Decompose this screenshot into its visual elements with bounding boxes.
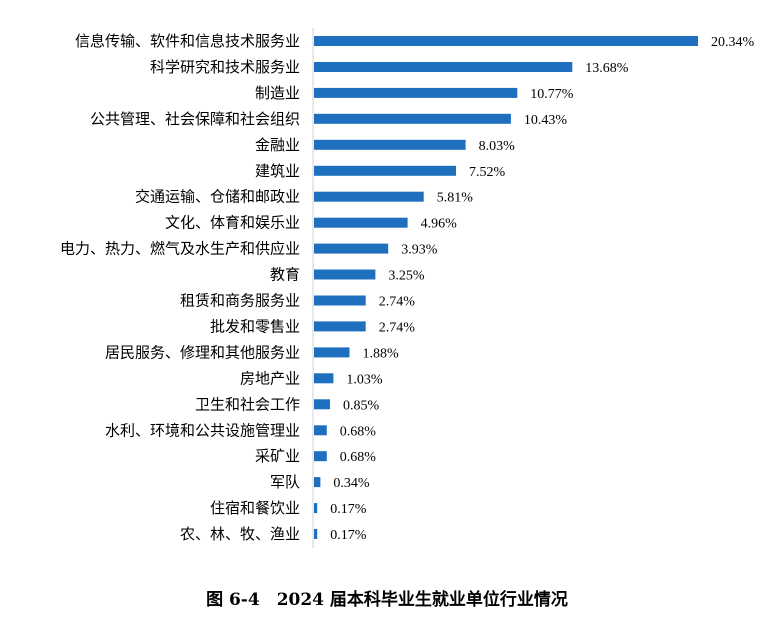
bar-chart: 信息传输、软件和信息技术服务业科学研究和技术服务业制造业公共管理、社会保障和社会… bbox=[60, 28, 755, 548]
bar bbox=[314, 425, 327, 436]
value-label: 3.93% bbox=[401, 243, 438, 258]
value-label: 10.43% bbox=[524, 113, 568, 128]
bar bbox=[314, 347, 350, 358]
bar bbox=[314, 113, 511, 124]
category-label: 军队 bbox=[270, 473, 300, 491]
bar bbox=[314, 477, 321, 488]
category-label: 电力、热力、燃气及水生产和供应业 bbox=[60, 240, 300, 258]
category-label: 公共管理、社会保障和社会组织 bbox=[90, 110, 300, 128]
value-label: 1.03% bbox=[346, 372, 383, 387]
bar bbox=[314, 295, 366, 306]
value-label: 1.88% bbox=[363, 346, 400, 361]
value-label: 4.96% bbox=[421, 217, 458, 232]
bar bbox=[314, 217, 408, 228]
value-label: 0.68% bbox=[340, 424, 377, 439]
bar bbox=[314, 321, 366, 332]
category-labels-group: 信息传输、软件和信息技术服务业科学研究和技术服务业制造业公共管理、社会保障和社会… bbox=[60, 32, 300, 543]
category-label: 信息传输、软件和信息技术服务业 bbox=[75, 32, 300, 50]
value-label: 7.52% bbox=[469, 165, 506, 180]
value-labels-group: 20.34% 13.68% 10.77% 10.43% 8.03% 7.52% 5.81% 4… bbox=[330, 35, 754, 543]
bar bbox=[314, 269, 376, 280]
bar bbox=[314, 36, 698, 46]
value-label: 5.81% bbox=[437, 191, 474, 206]
value-label: 20.34% bbox=[711, 35, 755, 50]
value-label: 0.68% bbox=[340, 450, 377, 465]
category-label: 农、林、牧、渔业 bbox=[180, 525, 300, 543]
bar bbox=[314, 62, 573, 72]
category-label: 科学研究和技术服务业 bbox=[150, 58, 300, 76]
category-label: 金融业 bbox=[255, 136, 300, 154]
category-label: 房地产业 bbox=[240, 369, 300, 387]
bar bbox=[314, 399, 330, 410]
bars-group bbox=[314, 36, 698, 539]
bar bbox=[314, 243, 389, 254]
value-label: 13.68% bbox=[585, 61, 629, 76]
bar bbox=[314, 87, 518, 98]
bar bbox=[314, 503, 318, 514]
category-label: 教育 bbox=[270, 266, 300, 284]
category-label: 住宿和餐饮业 bbox=[210, 499, 300, 517]
figure-caption: 图 6-4 2024 届本科毕业生就业单位行业情况 bbox=[206, 590, 568, 610]
category-label: 居民服务、修理和其他服务业 bbox=[105, 343, 300, 361]
value-label: 0.17% bbox=[330, 502, 367, 517]
category-label: 制造业 bbox=[255, 84, 300, 102]
value-label: 0.85% bbox=[343, 398, 380, 413]
bar bbox=[314, 139, 466, 150]
value-label: 2.74% bbox=[379, 320, 416, 335]
category-label: 水利、环境和公共设施管理业 bbox=[105, 421, 300, 439]
category-label: 建筑业 bbox=[255, 162, 300, 180]
category-label: 卫生和社会工作 bbox=[195, 395, 300, 413]
value-label: 10.77% bbox=[530, 87, 574, 102]
category-label: 采矿业 bbox=[255, 447, 300, 465]
category-label: 文化、体育和娱乐业 bbox=[165, 214, 300, 232]
value-label: 0.17% bbox=[330, 528, 367, 543]
category-label: 交通运输、仓储和邮政业 bbox=[135, 188, 300, 206]
bar bbox=[314, 373, 334, 384]
bar bbox=[314, 165, 456, 176]
value-label: 2.74% bbox=[379, 295, 416, 310]
value-label: 8.03% bbox=[479, 139, 515, 154]
bar bbox=[314, 529, 318, 539]
category-label: 租赁和商务服务业 bbox=[180, 292, 300, 310]
value-label: 0.34% bbox=[333, 476, 370, 491]
bar bbox=[314, 451, 327, 462]
category-label: 批发和零售业 bbox=[210, 317, 300, 335]
value-label: 3.25% bbox=[388, 269, 425, 284]
bar bbox=[314, 191, 424, 202]
